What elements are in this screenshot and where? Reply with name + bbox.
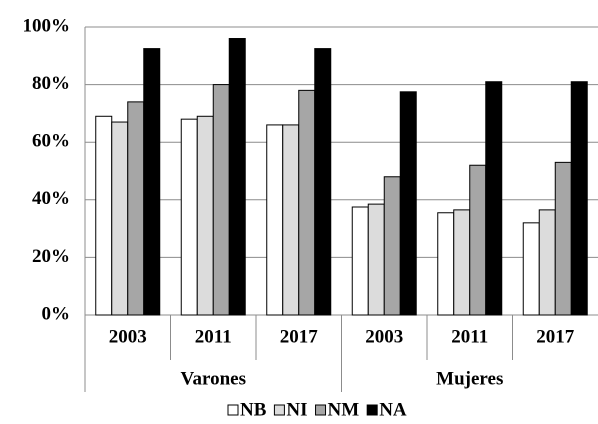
bar	[351, 206, 369, 316]
bar	[228, 38, 246, 316]
y-tick-label: 100%	[23, 15, 71, 36]
x-tick-label: 2003	[365, 326, 403, 347]
legend-label: NM	[328, 399, 360, 420]
x-tick-label: 2011	[451, 326, 488, 347]
x-tick-label: 2017	[536, 326, 575, 347]
group-label: Varones	[181, 368, 246, 389]
y-tick-label: 0%	[42, 303, 71, 324]
bar	[453, 209, 471, 316]
bar	[143, 48, 161, 316]
bar	[383, 176, 401, 316]
bar	[367, 203, 385, 316]
bar	[570, 81, 588, 316]
y-tick-label: 60%	[32, 131, 70, 152]
bar	[298, 89, 316, 316]
bar	[522, 222, 540, 316]
bar	[554, 161, 572, 316]
legend-label: NB	[240, 399, 267, 420]
x-tick-label: 2017	[280, 326, 319, 347]
bar	[469, 164, 487, 316]
legend-swatch	[227, 404, 239, 416]
x-tick-label: 2003	[109, 326, 147, 347]
legend-swatch	[366, 404, 378, 416]
group-label: Mujeres	[436, 368, 503, 389]
x-tick-label: 2011	[195, 326, 232, 347]
legend-swatch	[315, 404, 327, 416]
legend-label: NA	[379, 399, 407, 420]
bar	[212, 84, 230, 316]
bar	[314, 48, 332, 316]
bar	[95, 115, 113, 316]
bar	[437, 212, 455, 316]
bar	[282, 124, 300, 316]
bar	[127, 101, 145, 316]
bar	[399, 91, 417, 316]
y-tick-label: 40%	[32, 188, 70, 209]
y-tick-label: 20%	[32, 246, 70, 267]
bar	[196, 115, 214, 316]
bar	[266, 124, 284, 316]
legend-label: NI	[286, 399, 307, 420]
bar	[538, 209, 556, 316]
bar	[180, 118, 198, 316]
legend-swatch	[273, 404, 285, 416]
y-tick-label: 80%	[32, 73, 70, 94]
bar	[485, 81, 503, 316]
bar	[111, 121, 129, 316]
